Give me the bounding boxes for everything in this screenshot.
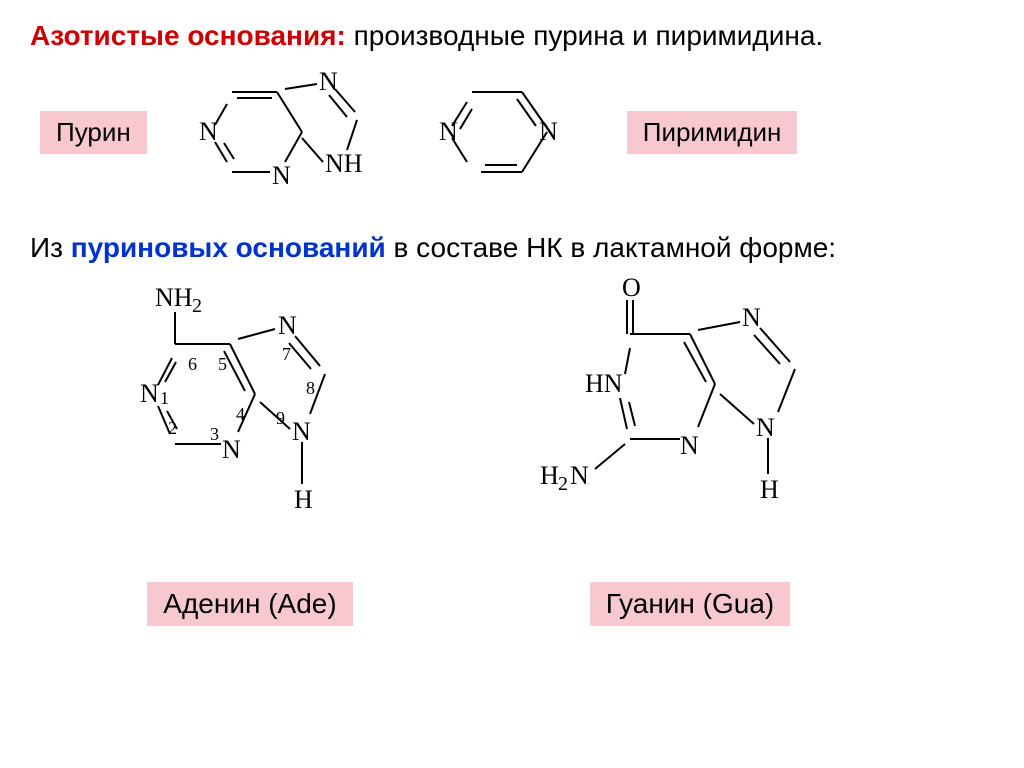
gua-hn: HN: [585, 369, 623, 398]
ade-num-4: 4: [236, 404, 245, 424]
purine-label: Пурин: [40, 111, 147, 154]
subtitle: Из пуриновых оснований в составе НК в ла…: [30, 232, 994, 264]
gua-n7: N: [742, 303, 761, 332]
adenine-label: Аденин (Ade): [147, 582, 352, 626]
pyrimidine-label: Пиримидин: [627, 111, 798, 154]
adenine-structure: N N N N H NH 2 1 2 3 4 5 6 7 8 9: [110, 274, 390, 574]
title-line: Азотистые основания: производные пурина …: [30, 20, 994, 52]
atom-n3: N: [272, 161, 291, 190]
ade-nh2-sub: 2: [192, 295, 202, 317]
atom-n1p: N: [539, 117, 558, 146]
subtitle-pre: Из: [30, 232, 71, 263]
purine-structure: N N N NH: [177, 62, 397, 202]
gua-h2n-2: 2: [558, 473, 568, 495]
gua-h9: H: [760, 475, 779, 504]
gua-h2n-n: N: [570, 461, 589, 490]
ade-num-6: 6: [188, 354, 197, 374]
adenine-column: N N N N H NH 2 1 2 3 4 5 6 7 8 9 Аденин …: [110, 274, 390, 626]
gua-n9: N: [756, 413, 775, 442]
ade-n7: N: [278, 311, 297, 340]
ade-h9: H: [294, 485, 313, 514]
ade-nh2: NH: [155, 283, 193, 312]
ade-num-7: 7: [282, 344, 291, 364]
ade-num-3: 3: [210, 424, 219, 444]
ade-num-2: 2: [168, 418, 177, 438]
atom-n7: N: [319, 67, 338, 96]
ade-n3: N: [222, 435, 241, 464]
pyrimidine-structure: N N: [427, 62, 597, 202]
guanine-label: Гуанин (Gua): [590, 582, 790, 626]
guanine-structure: O HN N N N H H 2 N: [530, 274, 850, 574]
ade-num-1: 1: [160, 388, 169, 408]
atom-n1: N: [199, 117, 218, 146]
atom-n3p: N: [439, 117, 458, 146]
gua-h2n-h: H: [540, 461, 559, 490]
gua-o: O: [622, 274, 641, 302]
row-purine-bases: N N N N H NH 2 1 2 3 4 5 6 7 8 9 Аденин …: [110, 274, 994, 626]
subtitle-blue: пуриновых оснований: [71, 232, 386, 263]
ade-num-9: 9: [276, 408, 285, 428]
title-lead: Азотистые основания:: [30, 20, 346, 51]
subtitle-post: в составе НК в лактамной форме:: [386, 232, 836, 263]
ade-num-8: 8: [306, 378, 315, 398]
gua-n3: N: [680, 431, 699, 460]
title-rest: производные пурина и пиримидина.: [346, 20, 823, 51]
row-parent-structures: Пурин N N N NH: [40, 62, 994, 202]
ade-n9: N: [292, 417, 311, 446]
atom-n9: NH: [325, 149, 363, 178]
guanine-column: O HN N N N H H 2 N Гуанин (Gua): [530, 274, 850, 626]
ade-num-5: 5: [218, 354, 227, 374]
ade-n1: N: [140, 379, 159, 408]
